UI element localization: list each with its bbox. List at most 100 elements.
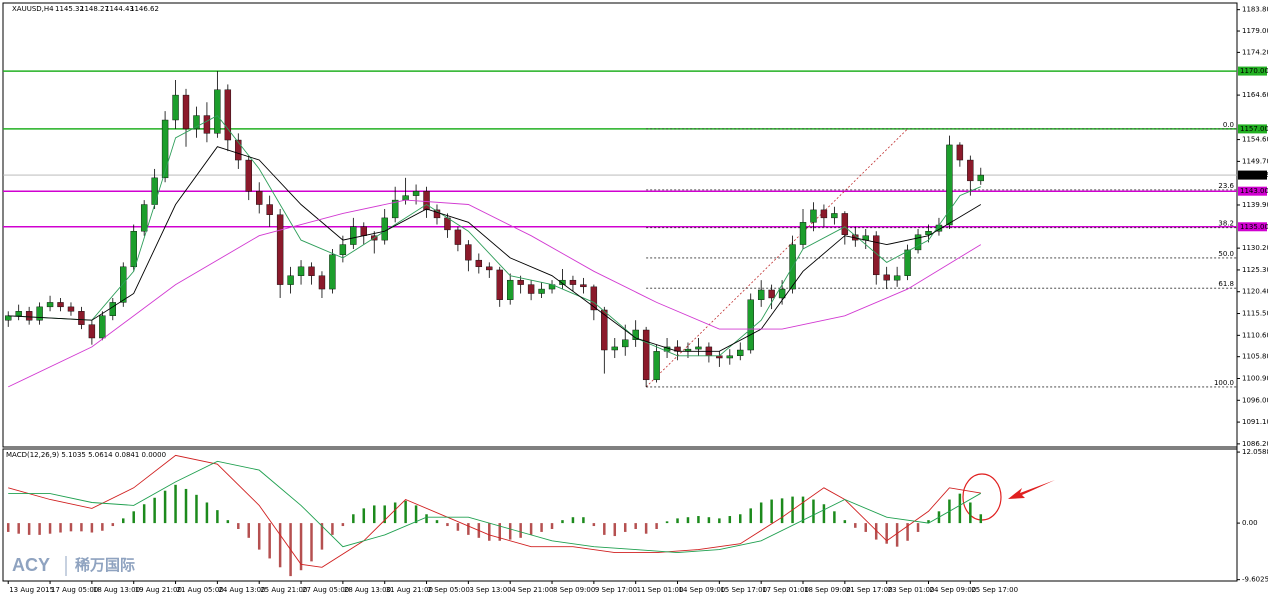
y-tick-label: 1179.00 — [1242, 27, 1268, 35]
x-tick-label: 13 Aug 2015 — [9, 586, 54, 594]
candle-body — [475, 259, 483, 268]
candle-body — [831, 213, 838, 219]
ohlc-open: 1145.32 — [55, 5, 84, 13]
candle-body — [140, 204, 148, 232]
candle-body — [193, 115, 200, 130]
y-tick-label: 1125.30 — [1242, 266, 1268, 274]
candle-body — [402, 195, 409, 201]
candle-body — [893, 275, 901, 281]
candle-body — [569, 279, 577, 285]
level-tag — [1238, 222, 1267, 232]
ohlc-low: 1144.43 — [105, 5, 134, 13]
candle-body — [36, 306, 43, 321]
candle-body — [78, 311, 85, 325]
x-tick-label: 3 Sep 13:00 — [469, 586, 511, 594]
x-tick-label: 4 Sep 21:00 — [511, 586, 553, 594]
fib-label: 0.0 — [1223, 121, 1234, 129]
candle-body — [737, 349, 744, 356]
x-tick-label: 17 Aug 05:00 — [51, 586, 98, 594]
x-tick-label: 27 Aug 05:00 — [302, 586, 349, 594]
level-tag — [1238, 124, 1267, 134]
current-price-tag — [1238, 170, 1267, 180]
candle-body — [695, 346, 702, 350]
candle-body — [768, 289, 775, 299]
y-tick-label: 1183.80 — [1242, 6, 1268, 14]
moving-average — [8, 199, 982, 388]
candle-body — [350, 226, 357, 245]
level-tag-label: 1135.00 — [1240, 223, 1268, 231]
x-tick-label: 19 Aug 21:00 — [135, 586, 182, 594]
candle-body — [297, 266, 305, 276]
candle-body — [203, 115, 211, 134]
candle-body — [517, 279, 524, 285]
candle-body — [601, 309, 608, 351]
candle-body — [5, 315, 12, 321]
candle-body — [318, 275, 326, 290]
candle-body — [914, 234, 922, 251]
candle-body — [757, 289, 765, 300]
candle-body — [956, 144, 964, 161]
candle-body — [130, 231, 137, 268]
candle-body — [339, 244, 347, 256]
x-tick-label: 18 Sep 09:00 — [804, 586, 851, 594]
symbol: XAUUSD,H4 — [12, 5, 54, 13]
candle-body — [799, 222, 807, 245]
candle-body — [590, 286, 598, 311]
candle-body — [653, 351, 660, 381]
macd-y-tick-label: -9.6025 — [1242, 576, 1268, 584]
candle-body — [88, 324, 96, 339]
candle-body — [214, 89, 221, 134]
candle-body — [841, 213, 849, 235]
candle-body — [151, 177, 158, 205]
candle-body — [454, 229, 462, 245]
candle-body — [925, 231, 932, 235]
y-tick-label: 1130.20 — [1242, 244, 1268, 252]
candle-body — [256, 190, 263, 205]
y-tick-label: 1164.60 — [1242, 91, 1268, 99]
candle-body — [120, 266, 127, 303]
level-tag — [1238, 66, 1267, 76]
candle-body — [57, 302, 64, 308]
ohlc-high: 1148.27 — [80, 5, 109, 13]
candle-body — [883, 274, 890, 281]
x-tick-label: 28 Aug 13:00 — [344, 586, 391, 594]
candle-body — [977, 174, 984, 182]
x-tick-label: 8 Sep 09:00 — [553, 586, 595, 594]
y-tick-label: 1154.60 — [1242, 136, 1268, 144]
fib-trendline — [645, 128, 908, 388]
y-tick-label: 1120.40 — [1242, 288, 1268, 296]
candle-body — [360, 226, 367, 236]
candle-body — [496, 269, 503, 300]
fib-label: 23.6 — [1218, 182, 1234, 190]
x-tick-label: 21 Aug 05:00 — [177, 586, 224, 594]
candle-body — [433, 209, 441, 219]
level-tag-label: 1170.00 — [1240, 67, 1268, 75]
candle-body — [486, 266, 493, 271]
candle-body — [412, 190, 420, 196]
candle-body — [276, 214, 284, 285]
fib-label: 61.8 — [1218, 280, 1234, 288]
candle-body — [967, 159, 974, 182]
y-tick-label: 1086.20 — [1242, 440, 1268, 448]
candle-body — [642, 329, 650, 381]
candle-body — [423, 190, 430, 211]
watermark-cn: 稀万国际 — [75, 556, 135, 574]
y-tick-label: 1100.90 — [1242, 374, 1268, 382]
x-tick-label: 24 Sep 09:00 — [930, 586, 977, 594]
candle-body — [15, 311, 22, 316]
candle-body — [25, 311, 33, 321]
macd-line — [8, 454, 981, 568]
x-tick-label: 15 Sep 17:00 — [720, 586, 767, 594]
candle-body — [622, 339, 629, 348]
candle-body — [506, 279, 514, 300]
x-tick-label: 18 Aug 13:00 — [93, 586, 140, 594]
x-tick-label: 24 Aug 13:00 — [218, 586, 265, 594]
candle-body — [538, 288, 545, 294]
moving-average — [8, 146, 982, 352]
x-tick-label: 23 Sep 01:00 — [888, 586, 935, 594]
fib-label: 50.0 — [1218, 250, 1234, 258]
moving-average — [8, 115, 981, 357]
level-tag — [1238, 186, 1267, 196]
current-price-label: 1146.62 — [1240, 171, 1268, 179]
